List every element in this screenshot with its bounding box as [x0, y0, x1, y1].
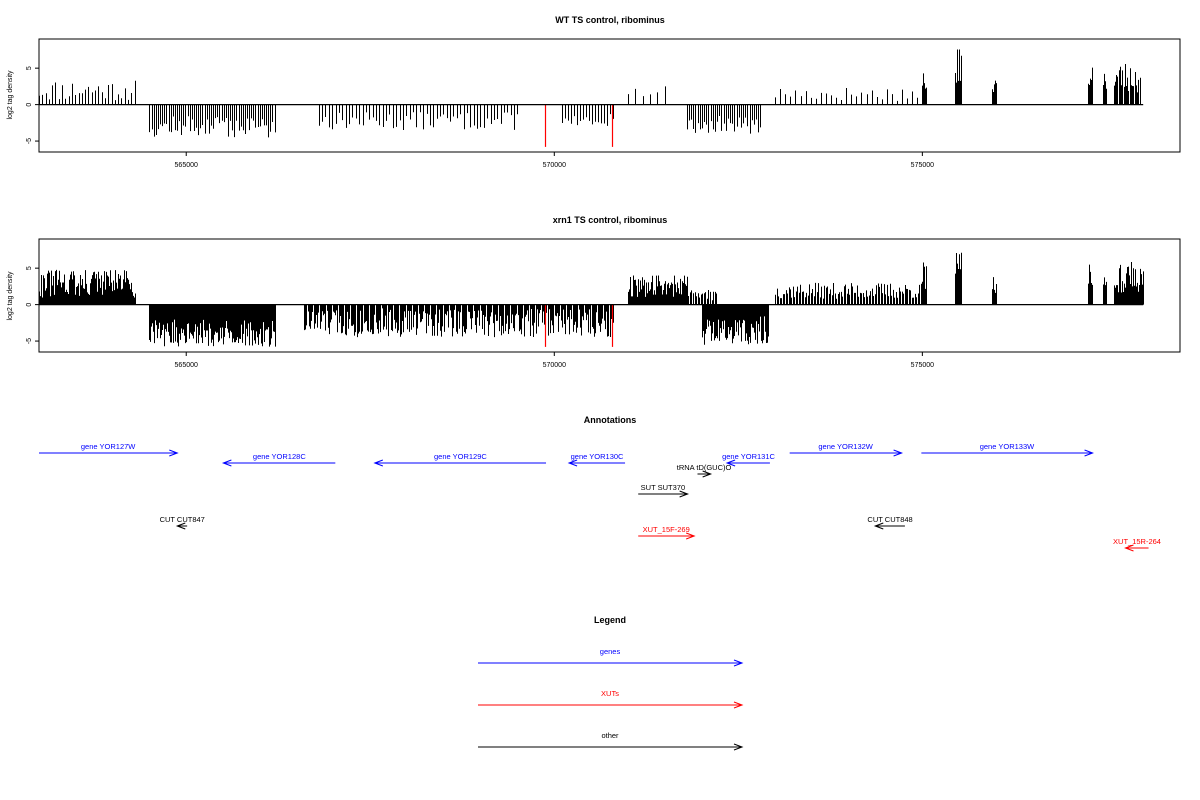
annotation-label: XUT_15F-269 [643, 525, 690, 534]
annotation-gene-yor131c: gene YOR131C [722, 452, 775, 467]
wt-y-axis-label: log2 tag density [7, 70, 14, 120]
annotation-arrowhead-icon [373, 459, 384, 467]
legend-items: genes XUTs other [478, 647, 744, 751]
xrn1-track-title: xrn1 TS control, ribominus [553, 215, 668, 225]
xrn1-y-tick-label: -5 [26, 338, 33, 344]
annotation-xut-15r-264: XUT_15R-264 [1113, 537, 1161, 552]
xrn1-x-tick-label: 575000 [911, 362, 934, 369]
annotation-gene-yor128c: gene YOR128C [221, 452, 336, 467]
annotation-label: gene YOR128C [253, 452, 306, 461]
wt-y-tick-label: -5 [26, 138, 33, 144]
annotation-label: SUT SUT370 [641, 483, 685, 492]
legend-label: genes [600, 647, 621, 656]
xrn1-x-tick-label: 565000 [175, 362, 198, 369]
annotation-gene-yor127w: gene YOR127W [39, 442, 179, 457]
annotation-arrowhead-icon [175, 522, 186, 530]
xrn1-x-tick-label: 570000 [543, 362, 566, 369]
xrn1-y-tick-label: 0 [26, 303, 33, 307]
annotations-title: Annotations [584, 415, 637, 425]
annotation-cut-cut847: CUT CUT847 [160, 515, 205, 530]
legend-panel: Legend genes XUTs other [478, 615, 744, 751]
legend-item-other: other [478, 731, 744, 751]
xrn1-bar-group [39, 252, 1144, 347]
xrn1-track-panel: xrn1 TS control, ribominus log2 tag dens… [7, 215, 1181, 369]
legend-item-genes: genes [478, 647, 744, 667]
xrn1-axes: -5 0 5 565000 570000 575000 [26, 266, 934, 369]
annotation-arrowhead-icon [1084, 449, 1094, 457]
annotation-arrowhead-icon [725, 459, 736, 467]
wt-track-title: WT TS control, ribominus [555, 15, 665, 25]
annotation-gene-yor130c: gene YOR130C [567, 452, 626, 467]
xrn1-y-tick-label: 5 [26, 266, 33, 270]
wt-x-tick-label: 565000 [175, 162, 198, 169]
annotation-arrowhead-icon [567, 459, 578, 467]
annotation-arrowhead-icon [679, 490, 690, 498]
legend-arrowhead-icon [733, 743, 744, 751]
annotation-label: gene YOR133W [980, 442, 1035, 451]
annotation-label: CUT CUT847 [160, 515, 205, 524]
wt-x-tick-label: 575000 [911, 162, 934, 169]
wt-bar-group [39, 49, 1144, 147]
annotation-arrowhead-icon [893, 449, 904, 457]
annotation-trna-td-guc-o: tRNA tD(GUC)O [677, 463, 732, 478]
legend-item-xuts: XUTs [478, 689, 744, 709]
annotation-arrowhead-icon [873, 522, 884, 530]
annotation-arrowhead-icon [221, 459, 232, 467]
annotation-label: gene YOR132W [818, 442, 873, 451]
xrn1-y-axis-label: log2 tag density [7, 271, 14, 321]
annotation-label: XUT_15R-264 [1113, 537, 1161, 546]
wt-plot-frame [38, 38, 1181, 153]
wt-track-panel: WT TS control, ribominus log2 tag densit… [7, 15, 1181, 169]
annotation-arrowhead-icon [702, 470, 713, 478]
legend-arrowhead-icon [733, 659, 744, 667]
wt-y-tick-label: 5 [26, 66, 33, 70]
annotation-gene-yor132w: gene YOR132W [789, 442, 904, 457]
annotation-gene-yor133w: gene YOR133W [921, 442, 1094, 457]
annotation-label: gene YOR130C [571, 452, 624, 461]
annotation-xut-15f-269: XUT_15F-269 [638, 525, 696, 540]
annotation-label: gene YOR131C [722, 452, 775, 461]
annotation-arrowhead-icon [169, 449, 179, 457]
annotation-gene-yor129c: gene YOR129C [373, 452, 547, 467]
annotation-cut-cut848: CUT CUT848 [867, 515, 913, 530]
annotation-arrowhead-icon [686, 532, 696, 540]
annotation-sut-sut370: SUT SUT370 [638, 483, 690, 498]
annotation-label: gene YOR129C [434, 452, 487, 461]
legend-title: Legend [594, 615, 626, 625]
annotation-label: CUT CUT848 [867, 515, 912, 524]
legend-label: XUTs [601, 689, 619, 698]
annotation-label: gene YOR127W [81, 442, 136, 451]
wt-x-tick-label: 570000 [543, 162, 566, 169]
annotation-label: tRNA tD(GUC)O [677, 463, 732, 472]
legend-label: other [601, 731, 619, 740]
annotation-items: gene YOR127W gene YOR128C gene YOR129C gene… [39, 442, 1161, 552]
xrn1-plot-frame [38, 238, 1181, 353]
wt-y-tick-label: 0 [26, 103, 33, 107]
annotation-arrowhead-icon [1124, 544, 1134, 552]
wt-axes: -5 0 5 565000 570000 575000 [26, 66, 934, 169]
legend-arrowhead-icon [733, 701, 744, 709]
